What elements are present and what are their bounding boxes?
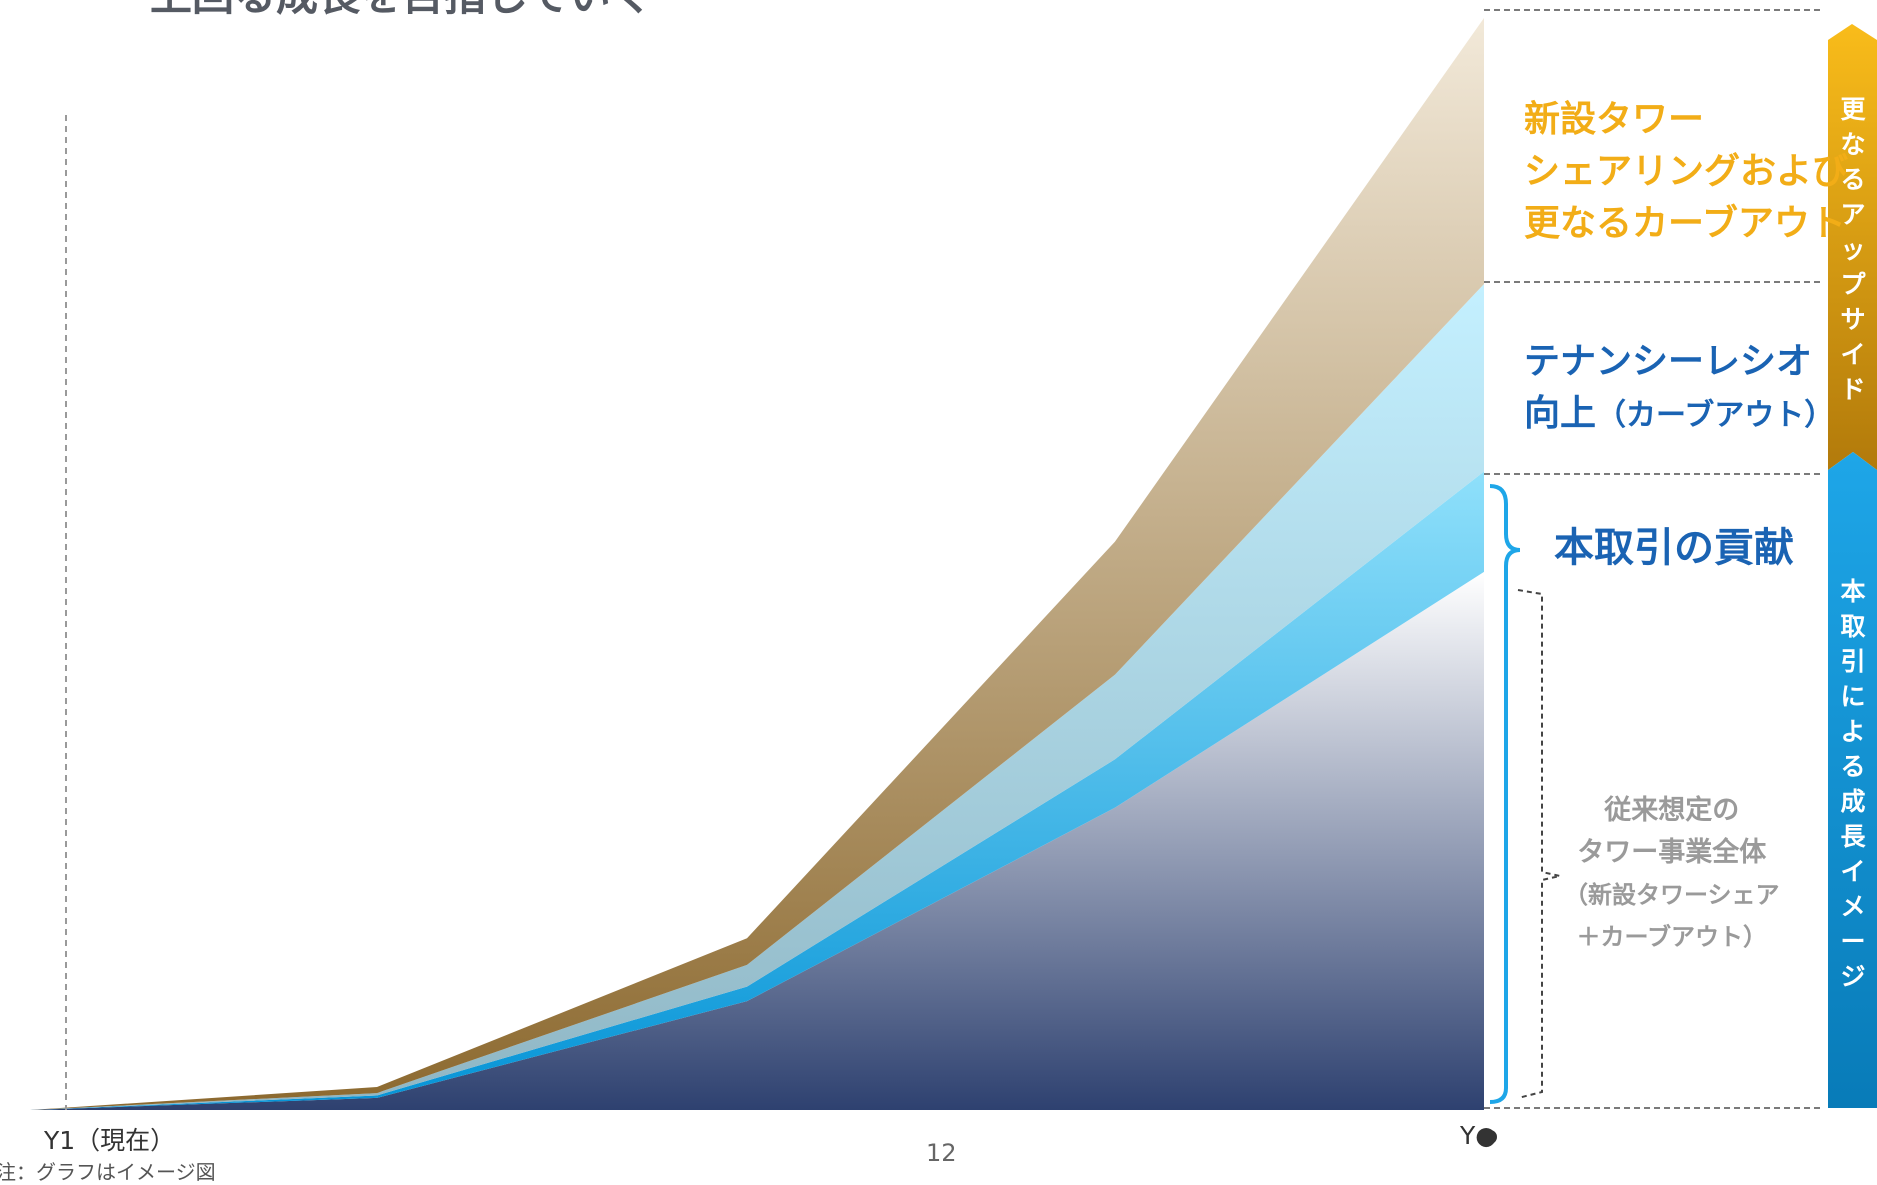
base-label-sub-2: ＋カーブアウト）	[1576, 923, 1768, 951]
upside-bar-char: 更	[1840, 95, 1866, 124]
tenancy-label-sub: （カーブアウト）	[1596, 398, 1835, 433]
growth-bar-char: 引	[1840, 647, 1866, 676]
upside-bar-char: ッ	[1840, 235, 1866, 264]
growth-bar-char: 成	[1840, 787, 1866, 816]
growth-bar-char: イ	[1840, 857, 1866, 886]
base-label-line-1: 従来想定の	[1604, 795, 1740, 826]
base-label-line-2: タワー事業全体	[1577, 837, 1767, 868]
upside-bar-char: る	[1840, 165, 1866, 194]
base-dashed-bracket	[1517, 589, 1561, 1099]
footer-note: 注：グラフはイメージ図	[0, 1160, 216, 1184]
area-upside	[30, 18, 1484, 1110]
x-axis-start-label: Y1（現在）	[44, 1126, 176, 1155]
area-tenancy	[30, 284, 1484, 1110]
growth-bar-char: ー	[1840, 927, 1866, 956]
base-label: 従来想定の タワー事業全体 （新設タワーシェア ＋カーブアウト）	[1564, 790, 1780, 958]
growth-bar-char: メ	[1840, 892, 1866, 921]
growth-bar-char: に	[1840, 682, 1866, 711]
end-marker-dot	[1483, 1130, 1497, 1144]
growth-bar-char: よ	[1840, 717, 1866, 746]
upside-bar-char: ア	[1840, 200, 1866, 229]
upside-bar-char: ド	[1840, 375, 1866, 404]
x-axis-end-label: Y●	[1460, 1121, 1498, 1150]
upside-bar-char: イ	[1840, 340, 1866, 369]
upside-label-line-2: シェアリングおよび	[1524, 151, 1849, 192]
contribution-label: 本取引の貢献	[1554, 525, 1794, 571]
growth-bar-char: る	[1840, 752, 1866, 781]
growth-bar-char: 長	[1840, 822, 1866, 851]
upside-label-line-3: 更なるカーブアウト	[1524, 203, 1846, 244]
upside-side-bar	[1828, 24, 1877, 470]
growth-bar-char: 本	[1840, 577, 1866, 606]
tenancy-label-main: 向上	[1524, 393, 1597, 434]
growth-side-bar	[1828, 452, 1877, 1108]
growth-bar-text: 本 取 引 に よ る 成 長 イ メ ー ジ	[1829, 574, 1877, 994]
contribution-brace	[1489, 484, 1521, 1104]
page-number: 12	[926, 1139, 957, 1167]
base-label-sub-1: （新設タワーシェア	[1564, 881, 1780, 909]
tenancy-label: テナンシーレシオ 向上（カーブアウト）	[1524, 336, 1834, 442]
upside-label: 新設タワー シェアリングおよび 更なるカーブアウト	[1524, 94, 1848, 250]
upside-bar-char: な	[1840, 130, 1866, 159]
growth-bar-char: 取	[1840, 612, 1866, 641]
upside-bar-char: サ	[1840, 305, 1866, 334]
upside-label-line-1: 新設タワー	[1524, 99, 1705, 140]
area-base	[30, 571, 1484, 1110]
page-title: 上回る成長を目指していく	[150, 0, 653, 23]
tenancy-label-line-1: テナンシーレシオ	[1524, 341, 1813, 382]
upside-bar-text: 更 な る ア ッ プ サ イ ド	[1829, 92, 1877, 407]
area-contribution	[30, 471, 1484, 1110]
tenancy-label-line-2: 向上（カーブアウト）	[1524, 388, 1834, 442]
upside-bar-char: プ	[1840, 270, 1866, 299]
growth-bar-char: ジ	[1840, 962, 1866, 991]
